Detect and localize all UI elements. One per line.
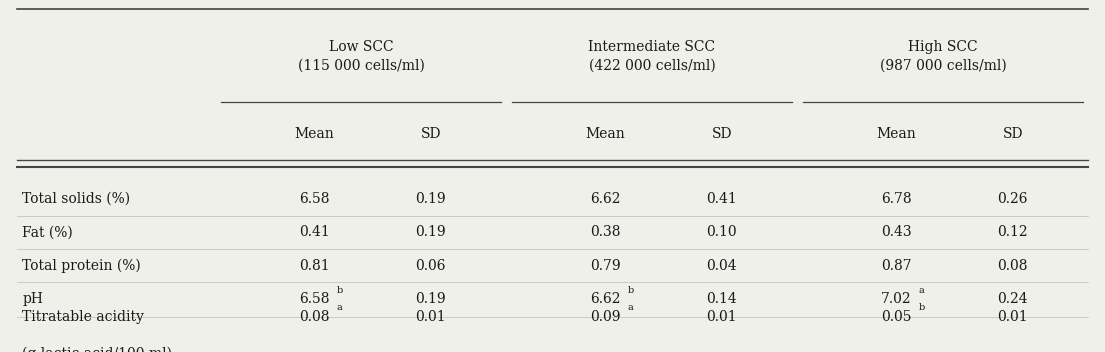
Text: Fat (%): Fat (%)	[22, 225, 73, 239]
Text: 0.19: 0.19	[415, 225, 446, 239]
Text: 0.24: 0.24	[998, 292, 1028, 306]
Text: Mean: Mean	[876, 127, 916, 141]
Text: 6.58: 6.58	[299, 192, 329, 206]
Text: Total solids (%): Total solids (%)	[22, 192, 130, 206]
Text: 0.08: 0.08	[299, 310, 329, 324]
Text: High SCC
(987 000 cells/ml): High SCC (987 000 cells/ml)	[880, 40, 1007, 73]
Text: 0.12: 0.12	[998, 225, 1028, 239]
Text: a: a	[628, 303, 633, 313]
Text: b: b	[628, 286, 634, 295]
Text: 0.01: 0.01	[998, 310, 1028, 324]
Text: 0.04: 0.04	[706, 259, 737, 273]
Text: 7.02: 7.02	[881, 292, 912, 306]
Text: SD: SD	[421, 127, 441, 141]
Text: Mean: Mean	[586, 127, 625, 141]
Text: SD: SD	[712, 127, 732, 141]
Text: b: b	[918, 303, 925, 313]
Text: 0.81: 0.81	[299, 259, 329, 273]
Text: pH: pH	[22, 292, 43, 306]
Text: 6.62: 6.62	[590, 292, 621, 306]
Text: 0.01: 0.01	[706, 310, 737, 324]
Text: 0.19: 0.19	[415, 292, 446, 306]
Text: SD: SD	[1002, 127, 1023, 141]
Text: (g lactic acid/100 ml): (g lactic acid/100 ml)	[22, 346, 172, 352]
Text: Total protein (%): Total protein (%)	[22, 259, 140, 273]
Text: 0.19: 0.19	[415, 192, 446, 206]
Text: 0.10: 0.10	[706, 225, 737, 239]
Text: 0.38: 0.38	[590, 225, 621, 239]
Text: b: b	[337, 286, 343, 295]
Text: 0.09: 0.09	[590, 310, 621, 324]
Text: Mean: Mean	[295, 127, 335, 141]
Text: 0.43: 0.43	[881, 225, 912, 239]
Text: 0.87: 0.87	[881, 259, 912, 273]
Text: 0.26: 0.26	[998, 192, 1028, 206]
Text: Titratable acidity: Titratable acidity	[22, 310, 144, 324]
Text: Low SCC
(115 000 cells/ml): Low SCC (115 000 cells/ml)	[297, 40, 424, 73]
Text: 6.58: 6.58	[299, 292, 329, 306]
Text: 0.01: 0.01	[415, 310, 446, 324]
Text: a: a	[337, 303, 343, 313]
Text: 0.06: 0.06	[415, 259, 446, 273]
Text: 0.41: 0.41	[299, 225, 329, 239]
Text: 0.41: 0.41	[706, 192, 737, 206]
Text: 6.62: 6.62	[590, 192, 621, 206]
Text: 6.78: 6.78	[881, 192, 912, 206]
Text: 0.05: 0.05	[881, 310, 912, 324]
Text: a: a	[918, 286, 924, 295]
Text: 0.08: 0.08	[998, 259, 1028, 273]
Text: 0.14: 0.14	[706, 292, 737, 306]
Text: Intermediate SCC
(422 000 cells/ml): Intermediate SCC (422 000 cells/ml)	[588, 40, 716, 73]
Text: 0.79: 0.79	[590, 259, 621, 273]
